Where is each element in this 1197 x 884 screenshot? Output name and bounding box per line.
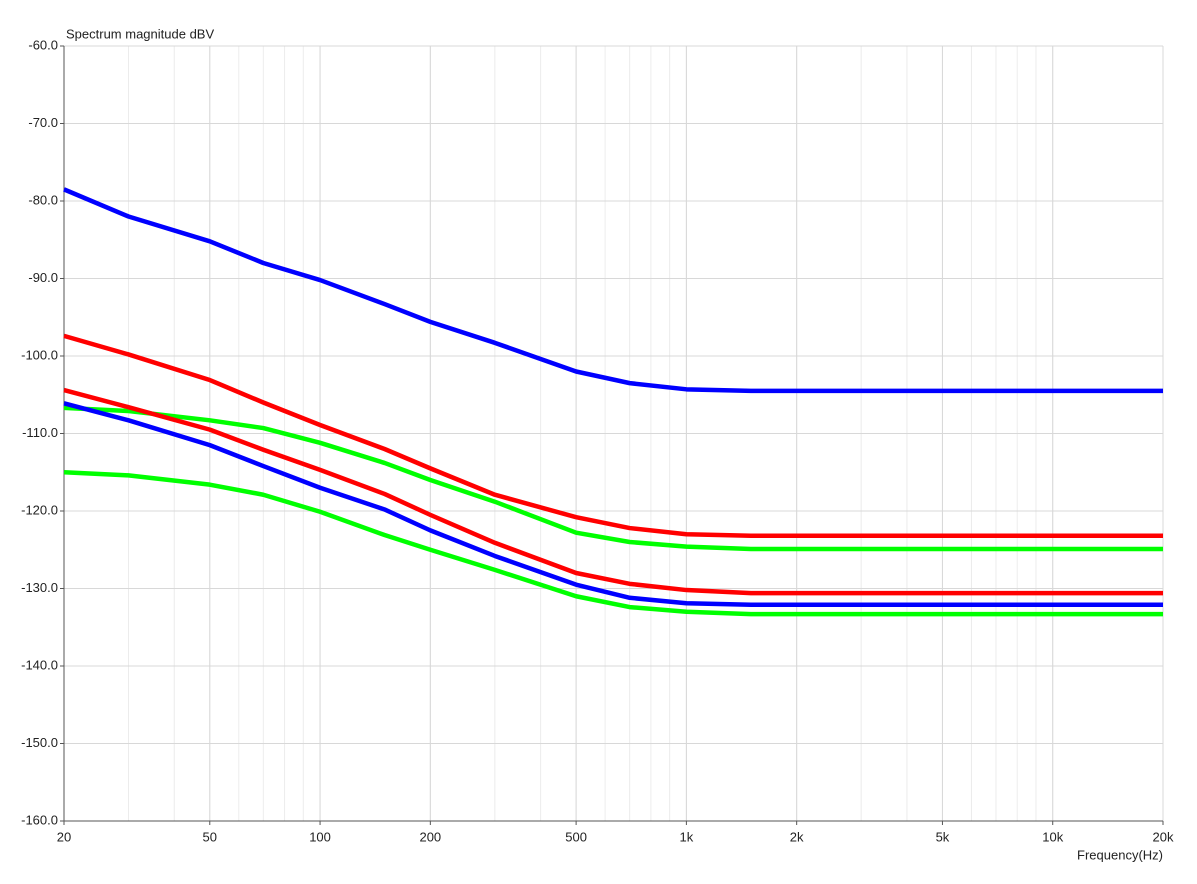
y-tick-label: -100.0 <box>21 347 58 362</box>
y-tick-label: -110.0 <box>22 425 58 440</box>
y-tick-label: -90.0 <box>28 270 58 285</box>
y-tick-label: -60.0 <box>28 37 58 52</box>
x-tick-label: 50 <box>203 829 217 844</box>
y-tick-label: -150.0 <box>21 735 58 750</box>
x-tick-label: 500 <box>565 829 587 844</box>
series-line <box>63 187 1163 394</box>
series-line <box>63 470 1163 617</box>
x-axis-label: Frequency(Hz) <box>1077 847 1163 862</box>
y-tick-label: -160.0 <box>21 812 58 827</box>
x-tick-label: 20 <box>57 829 71 844</box>
x-tick-label: 200 <box>419 829 441 844</box>
x-tick-label: 100 <box>309 829 331 844</box>
series-line <box>63 405 1163 552</box>
x-tick-label: 10k <box>1042 829 1063 844</box>
chart-title: Spectrum magnitude dBV <box>66 26 214 41</box>
y-tick-label: -80.0 <box>28 192 58 207</box>
x-tick-label: 5k <box>936 829 950 844</box>
y-tick-label: -130.0 <box>21 580 58 595</box>
series-line <box>63 387 1163 596</box>
y-tick-label: -140.0 <box>21 657 58 672</box>
x-tick-label: 1k <box>680 829 694 844</box>
y-tick-label: -120.0 <box>21 502 58 517</box>
series-line <box>63 333 1163 539</box>
x-tick-label: 2k <box>790 829 804 844</box>
y-tick-label: -70.0 <box>28 115 58 130</box>
series-line <box>63 401 1163 608</box>
x-tick-label: 20k <box>1153 829 1174 844</box>
